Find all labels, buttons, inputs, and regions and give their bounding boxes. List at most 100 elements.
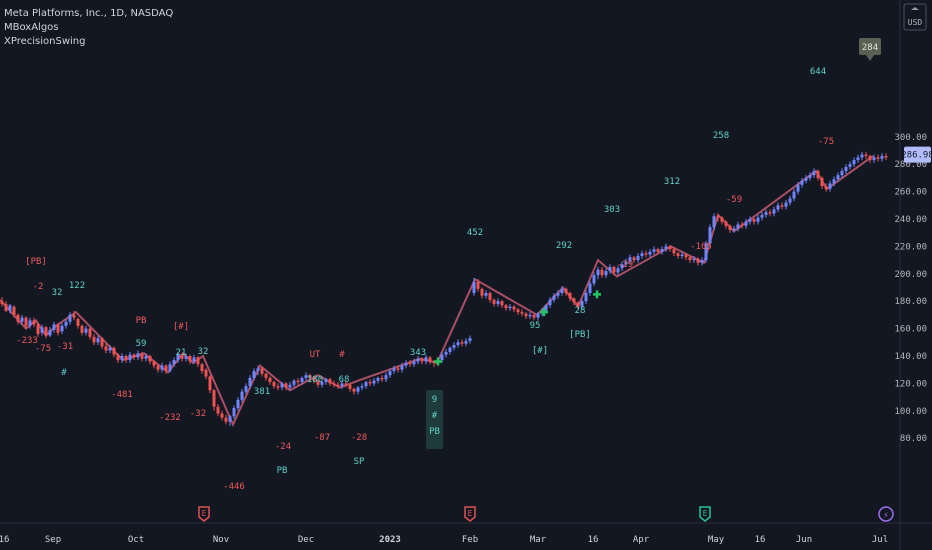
candle-body — [72, 314, 76, 318]
currency-box[interactable] — [903, 3, 927, 31]
candle-body — [824, 186, 828, 189]
candle-body — [516, 309, 520, 313]
last-price-value: 286.98 — [901, 151, 932, 161]
swing-label: [#] — [173, 322, 189, 332]
currency-label[interactable]: USD — [908, 18, 923, 27]
swing-label: -2 — [33, 282, 44, 292]
candle-body — [124, 356, 128, 361]
candle-body — [120, 356, 124, 361]
candle-body — [568, 292, 572, 299]
candle-body — [388, 371, 392, 376]
price-axis-tick: 100.00 — [894, 407, 927, 417]
symbol-title[interactable]: Meta Platforms, Inc., 1D, NASDAQ — [4, 8, 174, 19]
swing-label: 95 — [530, 321, 541, 331]
candle-body — [408, 362, 412, 365]
earnings-event-icon[interactable] — [699, 506, 711, 522]
candle-body — [736, 224, 740, 229]
candle-body — [496, 301, 500, 304]
candle-body — [168, 364, 172, 372]
time-axis-tick: 16 — [588, 535, 599, 545]
candle-body — [352, 388, 356, 392]
candle-body — [676, 253, 680, 256]
candle-body — [100, 338, 104, 347]
candle-body — [12, 306, 16, 315]
swing-label: 292 — [556, 241, 572, 251]
candle-body — [448, 347, 452, 352]
candle-body — [440, 354, 444, 361]
candle-body — [740, 224, 744, 226]
price-axis-tick: 200.00 — [894, 270, 927, 280]
candle-body — [696, 258, 700, 263]
candle-body — [488, 292, 492, 300]
candle-body — [760, 214, 764, 218]
candle-body — [524, 313, 528, 317]
time-axis-tick: Sep — [45, 535, 61, 545]
candle-body — [60, 325, 64, 332]
swing-label: -75 — [818, 137, 834, 147]
candle-body — [160, 365, 164, 370]
swing-label: 180 — [307, 375, 323, 385]
swing-label: 68 — [339, 375, 350, 385]
price-axis-tick: 280.00 — [894, 160, 927, 170]
indicator-mboxalgos[interactable]: MBoxAlgos — [4, 22, 59, 33]
candle-body — [248, 377, 252, 387]
candle-body — [748, 219, 752, 222]
candle-body — [212, 390, 216, 407]
candle-body — [588, 283, 592, 293]
candle-body — [316, 380, 320, 385]
candle-body — [216, 406, 220, 414]
candle-body — [344, 383, 348, 385]
candle-body — [648, 251, 652, 255]
swing-label: -59 — [726, 195, 742, 205]
candle-body — [244, 386, 248, 392]
candle-body — [544, 305, 548, 311]
swing-label: 258 — [713, 131, 729, 141]
swing-label: -29 — [617, 260, 633, 270]
candle-body — [832, 179, 836, 184]
swing-label: 644 — [810, 67, 826, 77]
candle-body — [20, 317, 24, 322]
candle-body — [724, 221, 728, 226]
candle-body — [680, 254, 684, 256]
candle-body — [132, 354, 136, 358]
candle-body — [84, 328, 88, 333]
candle-body — [324, 379, 328, 383]
candle-body — [848, 164, 852, 167]
candle-body — [260, 368, 264, 374]
candle-body — [548, 299, 552, 306]
candle-body — [348, 384, 352, 389]
candle-body — [752, 219, 756, 222]
candle-body — [584, 292, 588, 302]
time-axis-tick: Nov — [213, 535, 229, 545]
candle-body — [624, 261, 628, 265]
candle-body — [532, 314, 536, 318]
candle-body — [332, 383, 336, 385]
candle-body — [764, 212, 768, 215]
swing-label: 28 — [575, 306, 586, 316]
candle-body — [188, 356, 192, 362]
indicator-xprecisionswing[interactable]: XPrecisionSwing — [4, 36, 86, 47]
candle-body — [240, 391, 244, 400]
candle-body — [24, 317, 28, 326]
dividend-event-icon[interactable] — [878, 506, 894, 522]
candle-body — [368, 382, 372, 384]
candle-body — [684, 254, 688, 258]
event-marker-label: ⚡ — [883, 511, 888, 521]
candle-body — [472, 282, 476, 293]
candle-body — [796, 184, 800, 192]
earnings-event-icon[interactable] — [464, 506, 476, 522]
candle-body — [864, 154, 868, 156]
earnings-event-icon[interactable] — [198, 506, 210, 522]
candle-body — [104, 346, 108, 351]
candle-body — [136, 353, 140, 358]
currency-arrow-icon — [911, 7, 919, 10]
candle-body — [280, 383, 284, 388]
candle-body — [228, 416, 232, 422]
candle-body — [56, 324, 60, 333]
swing-label: 312 — [664, 177, 680, 187]
price-axis-tick: 180.00 — [894, 297, 927, 307]
price-axis-tick: 260.00 — [894, 188, 927, 198]
candle-body — [224, 417, 228, 422]
candle-body — [768, 212, 772, 214]
